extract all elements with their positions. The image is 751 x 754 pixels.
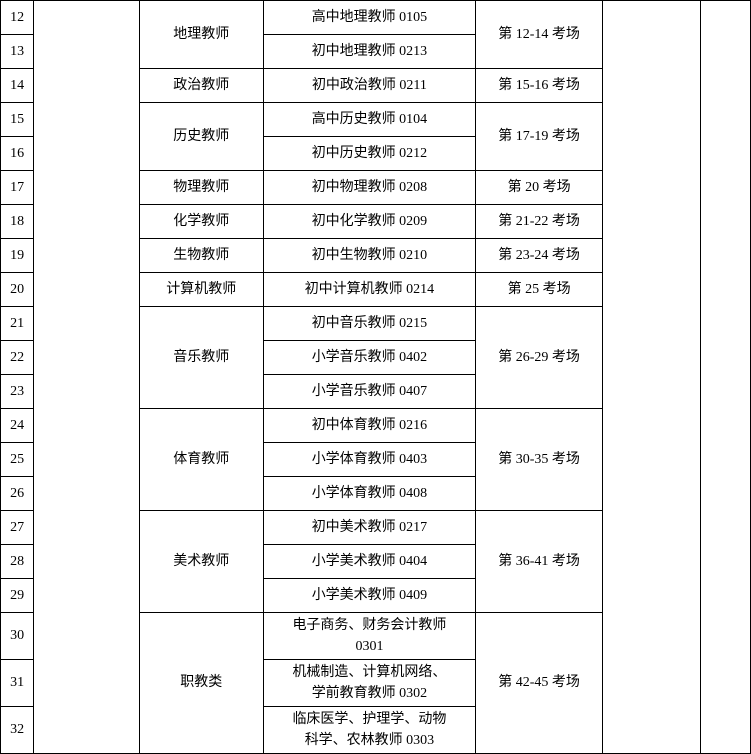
room-cell: 第 26-29 考场: [475, 307, 603, 409]
row-number: 23: [1, 375, 34, 409]
position-cell: 初中计算机教师 0214: [264, 273, 476, 307]
row-number: 30: [1, 613, 34, 660]
row-number: 28: [1, 545, 34, 579]
subject-cell: 政治教师: [139, 69, 263, 103]
row-number: 26: [1, 477, 34, 511]
subject-cell: 历史教师: [139, 103, 263, 171]
row-number: 32: [1, 707, 34, 754]
position-cell: 小学音乐教师 0407: [264, 375, 476, 409]
subject-cell: 美术教师: [139, 511, 263, 613]
subject-cell: 音乐教师: [139, 307, 263, 409]
row-number: 19: [1, 239, 34, 273]
position-cell: 初中美术教师 0217: [264, 511, 476, 545]
room-cell: 第 42-45 考场: [475, 613, 603, 754]
row-number: 12: [1, 1, 34, 35]
room-cell: 第 36-41 考场: [475, 511, 603, 613]
subject-cell: 体育教师: [139, 409, 263, 511]
position-cell: 高中历史教师 0104: [264, 103, 476, 137]
row-number: 13: [1, 35, 34, 69]
position-cell: 初中化学教师 0209: [264, 205, 476, 239]
row-number: 25: [1, 443, 34, 477]
subject-cell: 职教类: [139, 613, 263, 754]
position-cell: 小学体育教师 0408: [264, 477, 476, 511]
position-cell: 初中地理教师 0213: [264, 35, 476, 69]
position-cell: 初中体育教师 0216: [264, 409, 476, 443]
position-cell: 临床医学、护理学、动物科学、农林教师 0303: [264, 707, 476, 754]
room-cell: 第 30-35 考场: [475, 409, 603, 511]
row-number: 31: [1, 660, 34, 707]
row-number: 14: [1, 69, 34, 103]
subject-cell: 物理教师: [139, 171, 263, 205]
position-cell: 机械制造、计算机网络、学前教育教师 0302: [264, 660, 476, 707]
blank-col-3: [700, 1, 750, 754]
position-cell: 高中地理教师 0105: [264, 1, 476, 35]
position-cell: 初中历史教师 0212: [264, 137, 476, 171]
row-number: 29: [1, 579, 34, 613]
subject-cell: 计算机教师: [139, 273, 263, 307]
position-cell: 初中政治教师 0211: [264, 69, 476, 103]
room-cell: 第 23-24 考场: [475, 239, 603, 273]
exam-table: 12地理教师高中地理教师 0105第 12-14 考场13初中地理教师 0213…: [0, 0, 751, 754]
room-cell: 第 12-14 考场: [475, 1, 603, 69]
table-row: 12地理教师高中地理教师 0105第 12-14 考场: [1, 1, 751, 35]
position-cell: 初中物理教师 0208: [264, 171, 476, 205]
room-cell: 第 25 考场: [475, 273, 603, 307]
room-cell: 第 17-19 考场: [475, 103, 603, 171]
row-number: 16: [1, 137, 34, 171]
row-number: 21: [1, 307, 34, 341]
row-number: 24: [1, 409, 34, 443]
position-cell: 初中音乐教师 0215: [264, 307, 476, 341]
room-cell: 第 15-16 考场: [475, 69, 603, 103]
room-cell: 第 20 考场: [475, 171, 603, 205]
row-number: 18: [1, 205, 34, 239]
subject-cell: 地理教师: [139, 1, 263, 69]
row-number: 20: [1, 273, 34, 307]
blank-col-1: [34, 1, 139, 754]
subject-cell: 生物教师: [139, 239, 263, 273]
subject-cell: 化学教师: [139, 205, 263, 239]
row-number: 17: [1, 171, 34, 205]
position-cell: 小学音乐教师 0402: [264, 341, 476, 375]
position-cell: 小学体育教师 0403: [264, 443, 476, 477]
row-number: 27: [1, 511, 34, 545]
blank-col-2: [603, 1, 700, 754]
room-cell: 第 21-22 考场: [475, 205, 603, 239]
position-cell: 小学美术教师 0404: [264, 545, 476, 579]
position-cell: 初中生物教师 0210: [264, 239, 476, 273]
row-number: 22: [1, 341, 34, 375]
row-number: 15: [1, 103, 34, 137]
position-cell: 小学美术教师 0409: [264, 579, 476, 613]
page: 12地理教师高中地理教师 0105第 12-14 考场13初中地理教师 0213…: [0, 0, 751, 754]
position-cell: 电子商务、财务会计教师0301: [264, 613, 476, 660]
